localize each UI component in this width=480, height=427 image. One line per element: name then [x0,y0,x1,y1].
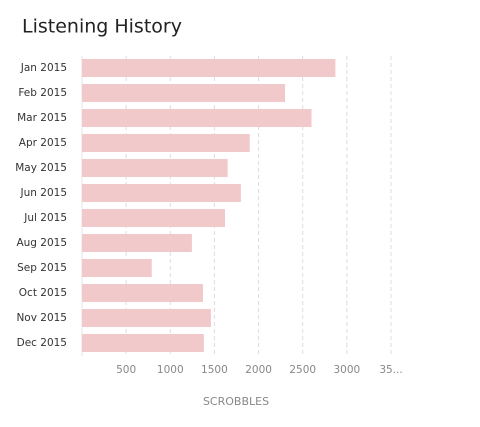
bar [82,84,286,102]
bar [82,309,211,327]
bar [82,284,203,302]
y-tick-label: May 2015 [15,162,67,174]
y-tick-label: Mar 2015 [17,112,67,124]
y-tick-label: Oct 2015 [19,287,67,299]
bar [82,134,250,152]
y-tick-label: Apr 2015 [19,137,67,149]
bar [82,259,152,277]
y-tick-label: Nov 2015 [16,312,67,324]
bar [82,109,312,127]
y-tick-label: Jan 2015 [20,62,67,74]
x-tick-label: 2000 [245,364,272,376]
x-tick-label: 35... [379,364,402,376]
bar [82,209,226,227]
bar [82,334,204,352]
x-tick-label: 2500 [289,364,316,376]
bar [82,184,241,202]
bar [82,234,192,252]
y-tick-label: Jul 2015 [23,212,67,224]
y-tick-label: Aug 2015 [16,237,67,249]
x-axis-label: SCROBBLES [203,395,269,408]
y-tick-label: Feb 2015 [18,87,67,99]
y-tick-label: Jun 2015 [20,187,67,199]
y-tick-label: Sep 2015 [17,262,67,274]
x-tick-label: 3000 [333,364,360,376]
x-tick-label: 1500 [201,364,228,376]
x-tick-label: 1000 [157,364,184,376]
x-tick-label: 500 [116,364,136,376]
bar [82,59,336,77]
bar [82,159,228,177]
y-tick-label: Dec 2015 [17,337,67,349]
chart-title: Listening History [22,16,182,38]
